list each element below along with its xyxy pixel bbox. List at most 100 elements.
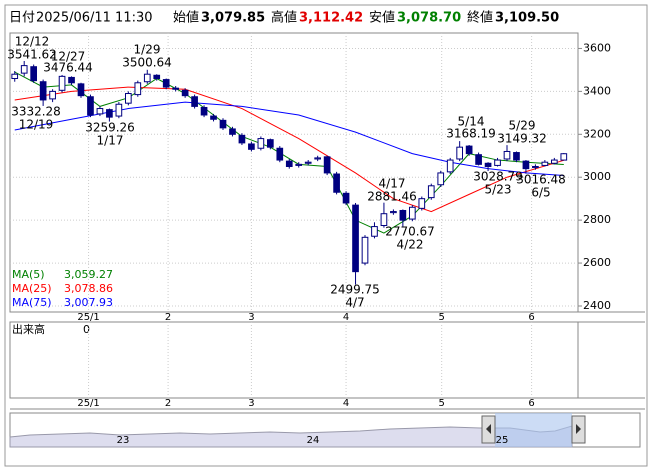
candle-body — [456, 146, 464, 160]
candle-body — [475, 154, 482, 165]
candle-body — [323, 156, 331, 174]
candle-body — [238, 134, 246, 144]
candle-body — [68, 76, 75, 84]
high: 3,112.42 — [299, 11, 363, 26]
candle-body — [541, 161, 549, 166]
candle-body — [248, 143, 255, 150]
annotation-date: 4/7 — [345, 296, 364, 310]
x-tick-label: 6 — [528, 398, 534, 409]
candle-body — [361, 236, 369, 264]
candle-body — [30, 66, 38, 82]
candle-body — [200, 106, 208, 116]
annotation-date: 4/22 — [397, 238, 424, 252]
x-tick-label: 6 — [528, 312, 534, 323]
candle-body — [380, 213, 388, 227]
candle-body — [257, 138, 265, 149]
candle-body — [446, 159, 454, 173]
annotation-value: 3028.79 — [473, 170, 523, 184]
candle-body — [77, 83, 85, 97]
candle-body — [522, 160, 530, 170]
candle-body — [494, 159, 501, 166]
legend-name: MA(5) — [12, 268, 45, 281]
y-tick-label: 2600 — [583, 256, 611, 269]
candle-body — [295, 163, 303, 166]
annotation-date: 12/12 — [15, 35, 50, 49]
candle-body — [87, 96, 94, 116]
candle-body — [96, 108, 104, 115]
candle-body — [314, 157, 322, 160]
candle-body — [162, 79, 170, 88]
candle-body — [153, 74, 161, 79]
y-tick-label: 3400 — [583, 84, 611, 97]
annotation-date: 5/23 — [485, 183, 512, 197]
annotation-date: 1/17 — [97, 134, 124, 148]
candle-body — [115, 103, 123, 117]
candle-body — [49, 90, 56, 100]
candle-body — [371, 226, 378, 237]
ma-line — [14, 71, 564, 234]
annotation-value: 3016.48 — [516, 173, 566, 187]
close-label: 終値 — [467, 10, 493, 26]
x-tick-label: 25/1 — [77, 398, 99, 409]
annotation-value: 3149.32 — [497, 132, 547, 146]
candle-body — [427, 185, 435, 199]
candle-body — [181, 89, 189, 97]
candle-body — [210, 115, 217, 120]
close: 3,109.50 — [495, 11, 559, 26]
y-tick-label: 2400 — [583, 299, 611, 312]
x-tick-label: 4 — [343, 398, 349, 409]
candle-body — [20, 65, 28, 74]
annotation-date: 4/17 — [379, 177, 406, 191]
x-tick-label: 4 — [343, 312, 349, 323]
candle-body — [513, 152, 520, 161]
navigator-label: 25 — [496, 435, 509, 446]
candle-body — [172, 87, 180, 90]
candle-body — [39, 81, 47, 101]
candle-body — [124, 93, 132, 104]
x-tick-label: 2 — [165, 312, 171, 323]
candle-body — [106, 109, 113, 118]
legend-value: 3,059.27 — [64, 268, 113, 281]
candle-body — [503, 150, 511, 160]
annotation-value: 3541.62 — [7, 48, 57, 62]
candle-body — [390, 211, 397, 214]
legend-name: MA(75) — [12, 296, 52, 309]
navigator[interactable] — [9, 412, 641, 448]
candle-body — [465, 145, 473, 155]
candle-body — [191, 96, 198, 107]
navigator-label: 24 — [307, 435, 320, 446]
x-tick-label: 25/1 — [77, 312, 99, 323]
candle-body — [276, 147, 284, 161]
low-label: 安値 — [369, 10, 395, 26]
low: 3,078.70 — [397, 11, 461, 26]
annotation-date: 5/14 — [458, 115, 485, 129]
frame — [4, 4, 648, 467]
annotation-date: 6/5 — [531, 186, 550, 200]
candle-body — [143, 73, 151, 83]
annotation-date: 1/29 — [134, 43, 161, 57]
candle-body — [399, 209, 407, 221]
legend-value: 3,078.86 — [64, 282, 113, 295]
volume-label: 出来高 — [12, 322, 45, 336]
annotation-value: 3500.64 — [122, 56, 172, 70]
candle-body — [342, 192, 350, 204]
candle-body — [285, 160, 293, 167]
legend-value: 3,007.93 — [64, 296, 113, 309]
x-tick-label: 3 — [248, 312, 254, 323]
open-label: 始値 — [173, 10, 199, 26]
candle-body — [229, 128, 236, 135]
navigator-window[interactable] — [495, 413, 572, 447]
annotation-value: 2770.67 — [385, 225, 435, 239]
x-tick-label: 3 — [248, 398, 254, 409]
date-label: 日付 — [9, 11, 35, 26]
candle-body — [333, 173, 340, 193]
annotation-value: 2881.46 — [367, 190, 417, 204]
x-tick-label: 5 — [438, 398, 444, 409]
x-tick-label: 5 — [438, 312, 444, 323]
arrow — [486, 424, 491, 434]
legend-name: MA(25) — [12, 282, 52, 295]
annotation-date: 12/19 — [19, 118, 54, 132]
annotation-value: 3168.19 — [446, 127, 496, 141]
candle-body — [266, 139, 274, 148]
